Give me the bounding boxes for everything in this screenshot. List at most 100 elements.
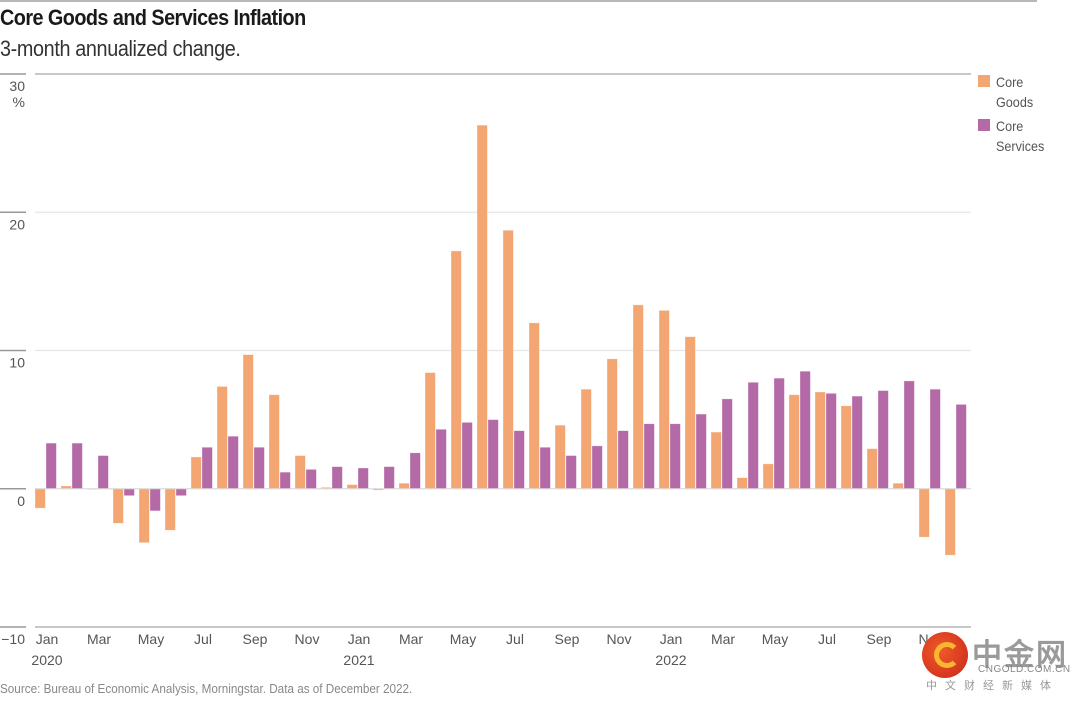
bar-core-services	[357, 467, 369, 490]
x-tick-label: Sep	[867, 631, 892, 647]
bar-core-goods	[346, 484, 358, 490]
bar-core-services	[253, 446, 265, 490]
bar-core-services	[799, 370, 811, 490]
x-tick-label: Mar	[711, 631, 735, 647]
bar-core-services	[773, 377, 785, 490]
bar-core-goods	[736, 477, 748, 490]
bar-core-goods	[840, 405, 852, 490]
bar-core-goods	[164, 488, 176, 531]
bar-core-services	[409, 452, 421, 490]
bar-core-goods	[658, 310, 670, 490]
bar-core-goods	[606, 358, 618, 490]
bar-core-services	[903, 380, 915, 490]
x-tick-year-label: 2022	[655, 652, 686, 668]
y-axis-ticks: 30% 20 10 0 −10	[1, 78, 25, 647]
bar-core-goods	[190, 456, 202, 490]
bar-core-goods	[476, 124, 488, 490]
bar-core-goods	[242, 354, 254, 490]
chart-subtitle: 3-month annualized change.	[0, 36, 241, 61]
y-tick-label: 20	[9, 216, 25, 232]
bar-core-services	[227, 435, 239, 490]
bar-core-services	[643, 423, 655, 490]
bar-core-services	[123, 488, 135, 496]
x-tick-label: Sep	[243, 631, 268, 647]
bar-core-goods	[684, 336, 696, 490]
bar-core-services	[201, 446, 213, 490]
bar-core-services	[591, 445, 603, 490]
bar-core-services	[149, 488, 161, 512]
bar-core-goods	[34, 488, 46, 509]
x-tick-label: Jan	[348, 631, 371, 647]
bar-core-services	[929, 388, 941, 490]
bar-core-services	[617, 430, 629, 490]
bar-core-goods	[294, 455, 306, 490]
bar-core-services	[435, 429, 447, 490]
x-tick-label: Jul	[818, 631, 836, 647]
legend-swatch-core-goods	[978, 75, 990, 87]
x-tick-label: Jul	[194, 631, 212, 647]
chart-title: Core Goods and Services Inflation	[0, 5, 306, 30]
bar-core-services	[747, 381, 759, 490]
bar-core-goods	[892, 482, 904, 490]
bar-core-goods	[632, 304, 644, 490]
bar-core-services	[669, 423, 681, 490]
bar-core-goods	[580, 388, 592, 490]
x-tick-year-label: 2021	[343, 652, 374, 668]
bar-core-services	[955, 404, 967, 490]
bar-core-services	[539, 446, 551, 490]
bar-core-services	[513, 430, 525, 490]
bar-core-services	[851, 395, 863, 490]
x-tick-label: Sep	[555, 631, 580, 647]
bar-core-services	[565, 455, 577, 490]
legend-label: Core Goods	[996, 74, 1034, 110]
bar-core-goods	[762, 463, 774, 490]
legend-label: Core Services	[996, 118, 1045, 154]
bar-core-goods	[398, 482, 410, 490]
bar-core-services	[305, 469, 317, 490]
bar-core-goods	[450, 250, 462, 490]
x-tick-label: Jan	[660, 631, 683, 647]
bar-core-goods	[138, 488, 150, 543]
watermark: 中金网 CNGOLD.COM.CN 中文财经新媒体	[922, 630, 1072, 692]
watermark-brand-en: CNGOLD.COM.CN	[978, 664, 1071, 675]
x-tick-label: Mar	[87, 631, 111, 647]
bar-core-goods	[918, 488, 930, 538]
bar-core-goods	[866, 448, 878, 490]
bar-core-services	[383, 466, 395, 490]
x-tick-label: Nov	[295, 631, 320, 647]
x-tick-label: Nov	[607, 631, 632, 647]
x-tick-label: Jul	[506, 631, 524, 647]
bar-core-goods	[814, 391, 826, 490]
bar-core-goods	[424, 372, 436, 490]
bar-core-services	[45, 442, 57, 490]
source-note: Source: Bureau of Economic Analysis, Mor…	[0, 681, 413, 696]
bar-core-services	[97, 455, 109, 490]
x-tick-label: Jan	[36, 631, 59, 647]
bar-core-goods	[528, 322, 540, 490]
x-tick-year-label: 2020	[31, 652, 62, 668]
y-unit-label: %	[13, 94, 25, 110]
legend-item-core-services: Core Services	[978, 116, 1056, 156]
bar-core-services	[877, 390, 889, 490]
bar-core-goods	[710, 431, 722, 490]
bar-core-goods	[944, 488, 956, 556]
y-tick-label: −10	[1, 631, 25, 647]
bar-core-services	[695, 413, 707, 490]
bar-core-goods	[112, 488, 124, 524]
bar-core-goods	[788, 394, 800, 490]
bars	[34, 124, 967, 556]
x-axis-ticks: Jan 2020 Mar May Jul Sep Nov Jan 2021 Mar May Jul Se…	[31, 631, 943, 668]
y-tick-label: 0	[17, 493, 25, 509]
bar-core-services	[721, 398, 733, 490]
x-tick-label: May	[138, 631, 164, 647]
bar-core-goods	[554, 424, 566, 490]
bar-core-goods	[502, 229, 514, 490]
y-tick-label: 30	[9, 78, 25, 94]
bar-core-services	[279, 471, 291, 490]
y-tick-label: 10	[9, 355, 25, 371]
bar-core-services	[487, 419, 499, 490]
watermark-tagline: 中文财经新媒体	[926, 679, 1059, 692]
x-tick-label: May	[762, 631, 788, 647]
bar-core-services	[825, 393, 837, 490]
